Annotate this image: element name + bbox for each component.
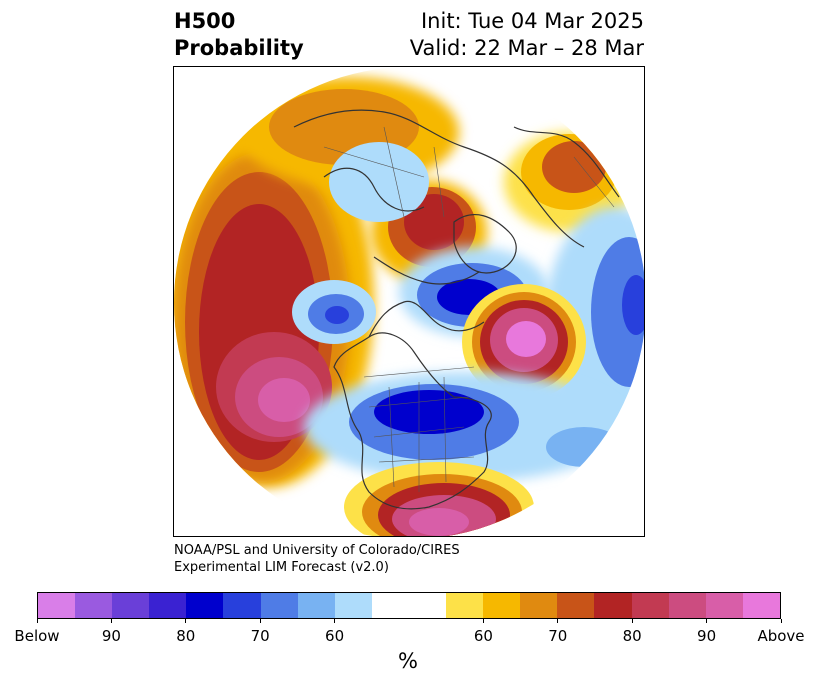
colorbar-swatch [75,593,113,618]
colorbar-swatch [520,593,558,618]
anomaly-east-atlantic-below [544,207,644,447]
colorbar-swatch [742,593,780,618]
colorbar-tick-mark [110,619,112,623]
colorbar-unit-label: % [398,649,418,673]
colorbar-swatch [149,593,187,618]
colorbar-swatch [186,593,224,618]
colorbar-tick-label: 60 [473,627,493,645]
colorbar-swatch [334,593,372,618]
colorbar-swatch [705,593,743,618]
colorbar-swatch [408,593,447,618]
colorbar-tick-label: 80 [622,627,642,645]
colorbar-tick-mark [185,619,187,623]
colorbar-tick-label: 90 [697,627,717,645]
colorbar-tick-mark [334,619,336,623]
colorbar-swatch [594,593,632,618]
init-date: Init: Tue 04 Mar 2025 [420,9,644,33]
colorbar-tick-mark [36,619,38,623]
colorbar-tick-mark [557,619,559,623]
credit-line1: NOAA/PSL and University of Colorado/CIRE… [174,543,460,558]
polar-map-svg [174,67,644,536]
anomaly-hudson-bay-below [304,372,624,482]
colorbar-swatch [557,593,595,618]
forecast-dates: Init: Tue 04 Mar 2025 Valid: 22 Mar – 28… [410,8,644,62]
colorbar-swatch [112,593,150,618]
colorbar-swatch [668,593,706,618]
country-borders [323,126,615,492]
colorbar-tick-mark [706,619,708,623]
colorbar-swatch [223,593,261,618]
anomaly-alaska-below [292,280,376,344]
probability-colorbar [37,592,781,619]
colorbar-tick-label: Above [757,627,805,645]
valid-date: Valid: 22 Mar – 28 Mar [409,36,644,60]
colorbar-tick-mark [631,619,633,623]
colorbar-tick-label: Below [14,627,60,645]
colorbar-tick-mark [482,619,484,623]
colorbar-tick-label: 70 [250,627,270,645]
anomaly-north-atlantic-above [462,284,586,400]
anomaly-north-pacific-above [174,117,374,487]
colorbar-swatch [260,593,298,618]
colorbar-swatch [371,593,409,618]
anomaly-arctic-below [329,142,429,222]
colorbar-tick-label: 70 [548,627,568,645]
colorbar-swatch [297,593,335,618]
colorbar-swatch [483,593,521,618]
colorbar-swatch [38,593,76,618]
coastlines [293,109,620,510]
colorbar-swatch [631,593,669,618]
colorbar-tick-mark [780,619,782,623]
title-field-line2: Probability [174,36,304,60]
credit-line2: Experimental LIM Forecast (v2.0) [174,560,389,575]
credit-text: NOAA/PSL and University of Colorado/CIRE… [174,542,460,576]
colorbar-tick-mark [259,619,261,623]
colorbar-tick-label: 90 [101,627,121,645]
colorbar-tick-label: 60 [325,627,345,645]
colorbar-tick-label: 80 [176,627,196,645]
title-field-line1: H500 [174,9,236,33]
colorbar-swatch [446,593,484,618]
probability-map [173,66,645,537]
map-title: H500 Probability [174,8,304,62]
